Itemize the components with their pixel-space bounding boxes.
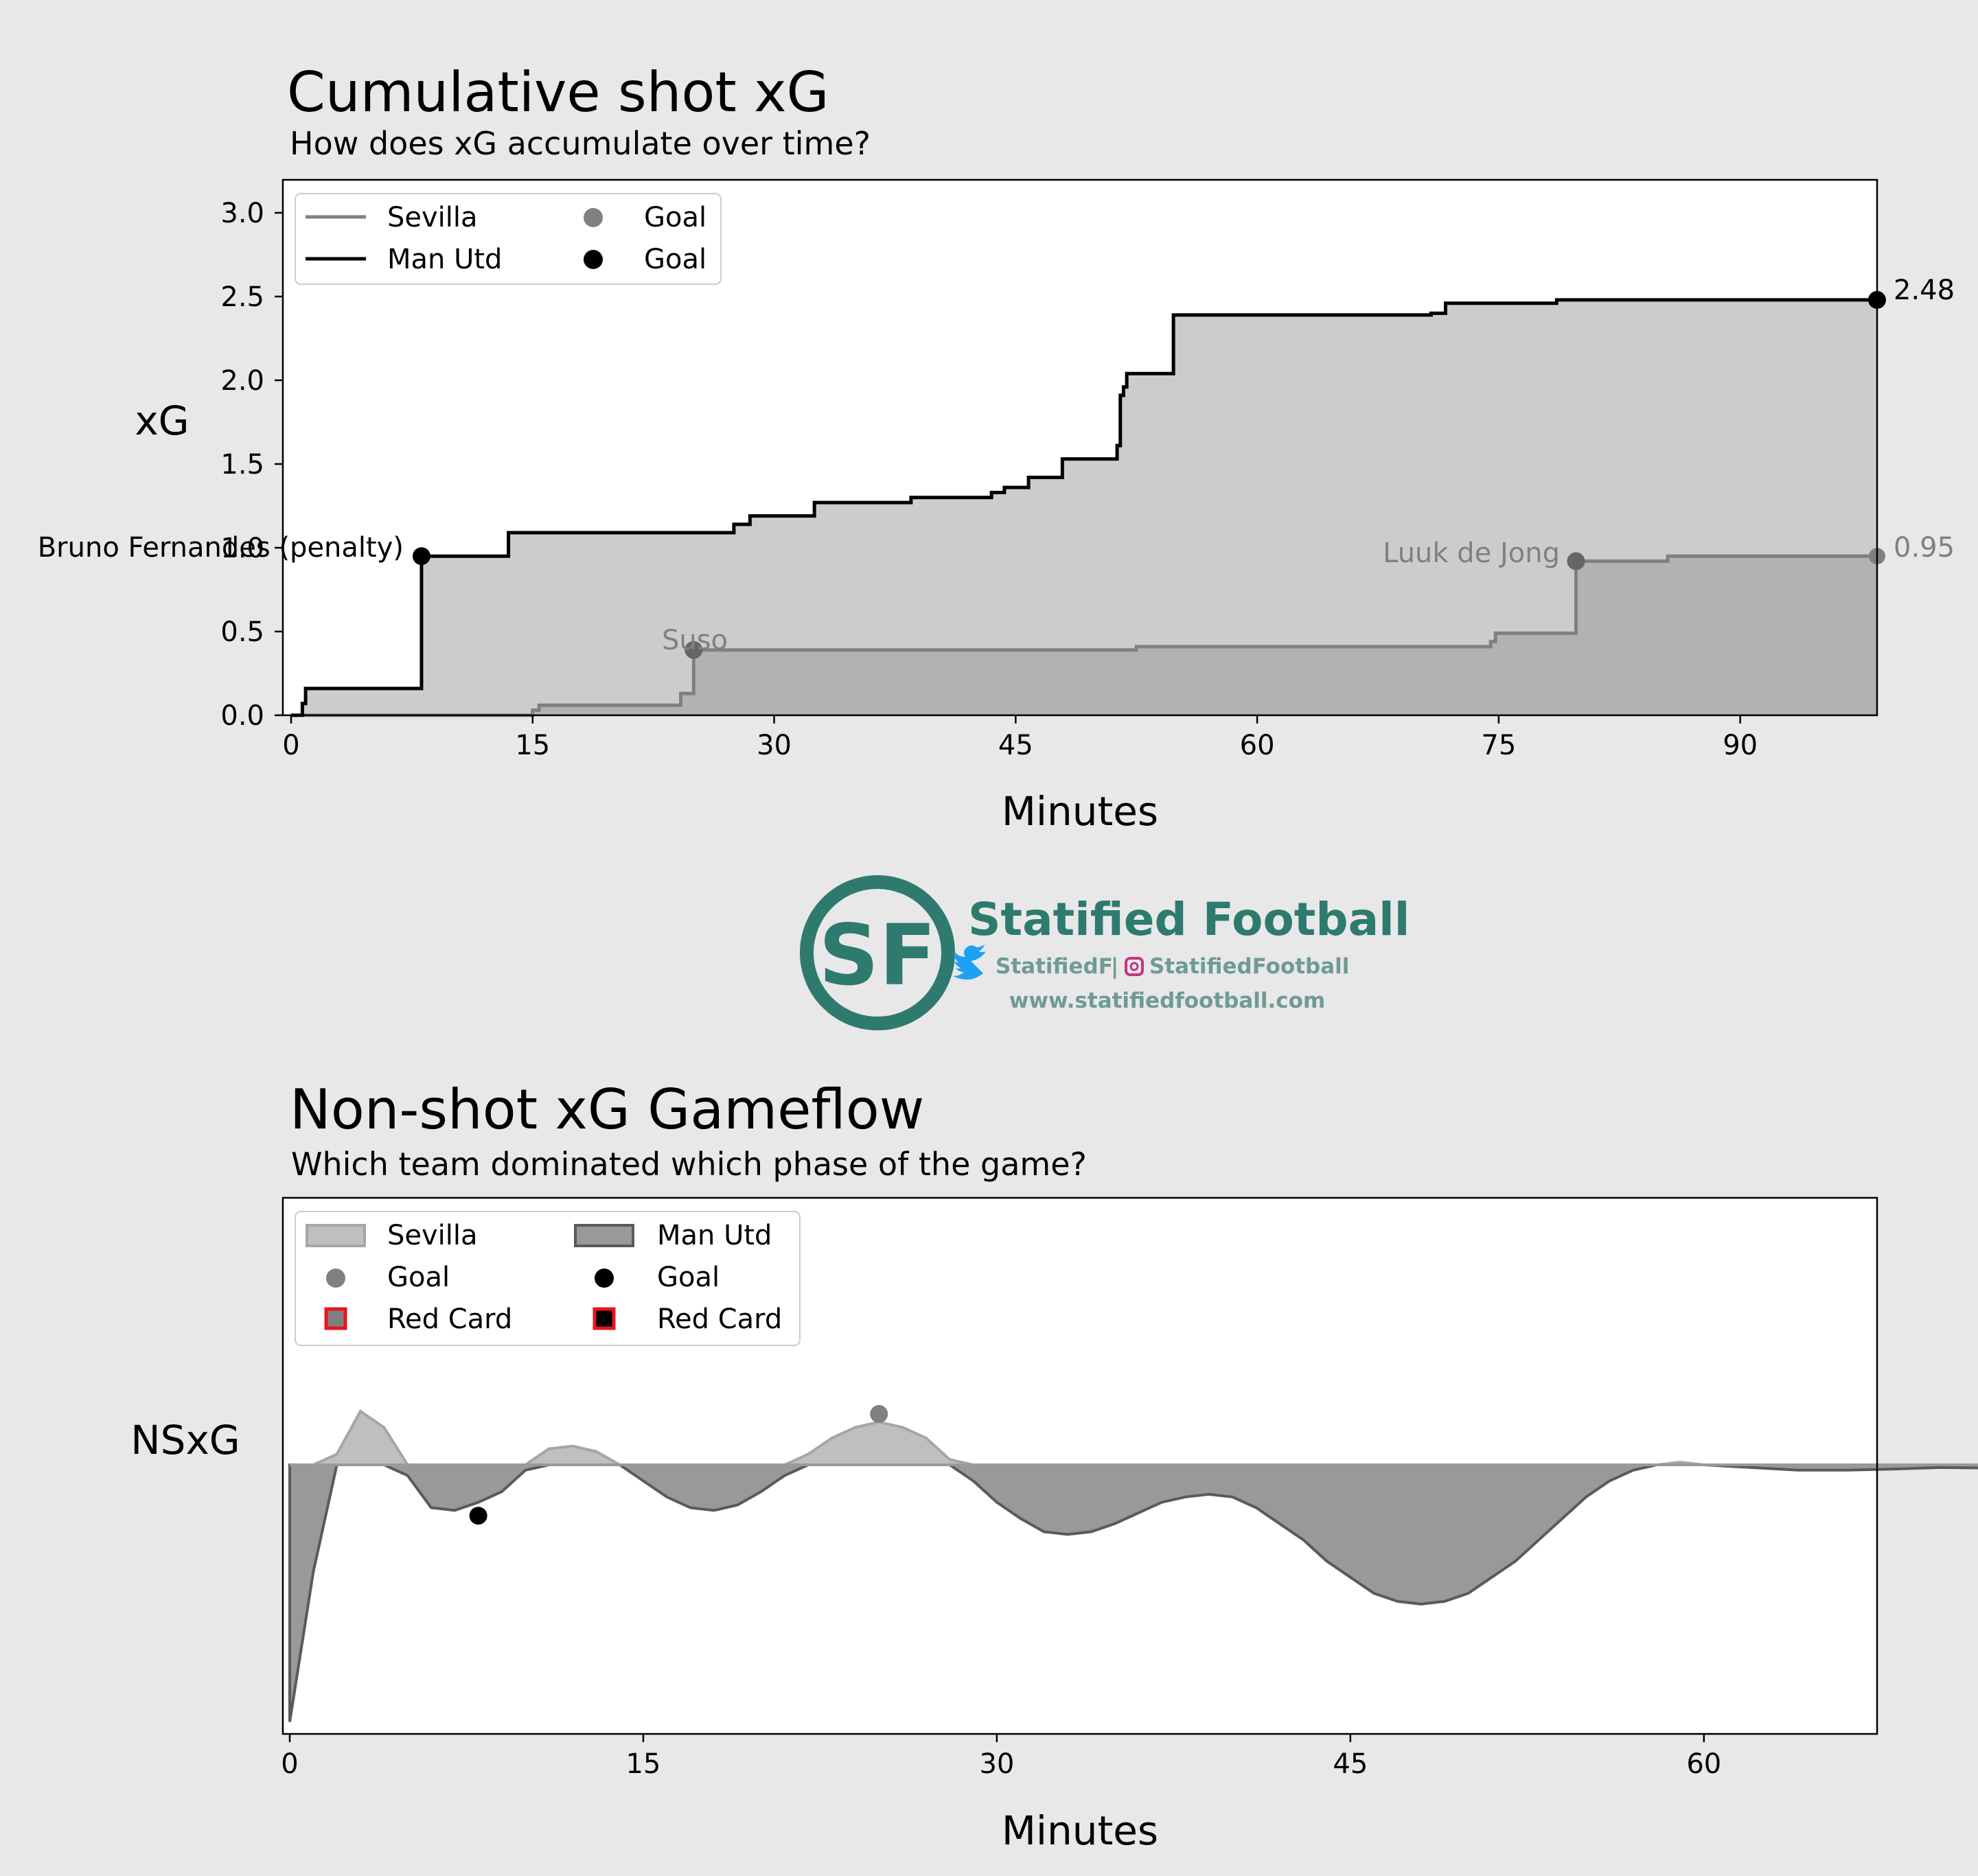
logo-twitter-handle: StatifiedF bbox=[996, 954, 1113, 979]
chart2-xlabel: Minutes bbox=[1002, 1807, 1158, 1854]
chart1-goals bbox=[412, 290, 1886, 659]
gameflow-goal-sevilla-0 bbox=[870, 1404, 888, 1423]
instagram-icon bbox=[1125, 957, 1144, 976]
legend2-label-goal-sevilla: Goal bbox=[387, 1262, 450, 1293]
legend2-label-red-card-sevilla: Red Card bbox=[387, 1304, 512, 1335]
logo-url: www.statifiedfootball.com bbox=[1009, 988, 1326, 1013]
legend-dot-goal-sevilla bbox=[584, 208, 603, 227]
end-value-sevilla: 0.95 bbox=[1894, 532, 1955, 564]
logo-instagram-handle: StatifiedFootball bbox=[1149, 954, 1349, 979]
y-tick-label: 2.5 bbox=[220, 281, 264, 313]
legend-dot-goal-man-utd bbox=[584, 250, 603, 269]
x-tick-label: 60 bbox=[1240, 730, 1275, 761]
gameflow-goal-man-utd-2 bbox=[469, 1507, 487, 1525]
legend2-dot-goal-man-utd bbox=[595, 1269, 614, 1288]
y-tick-label: 3.0 bbox=[220, 198, 264, 229]
twitter-icon bbox=[953, 945, 986, 980]
goal-marker-sevilla-1 bbox=[1567, 552, 1585, 570]
chart1-x-axis: 0 15 30 45 60 75 90 bbox=[282, 715, 1758, 761]
cumulative-xg-chart: Cumulative shot xG How does xG accumulat… bbox=[38, 60, 1955, 835]
chart2-subtitle: Which team dominated which phase of the … bbox=[291, 1146, 1087, 1183]
chart1-legend: Sevilla Man Utd Goal Goal bbox=[295, 193, 722, 285]
chart1-frame bbox=[281, 178, 1878, 717]
chart2-frame bbox=[281, 1196, 1878, 1735]
legend-label-sevilla: Sevilla bbox=[387, 202, 478, 233]
end-value-man-utd: 2.48 bbox=[1894, 275, 1955, 306]
annotation-bruno-fernandes: Bruno Fernandes (penalty) bbox=[38, 532, 404, 564]
x2-tick-label: 45 bbox=[1333, 1748, 1368, 1780]
logo-name: Statified Football bbox=[968, 893, 1410, 946]
goal-marker-man-utd-0 bbox=[412, 547, 430, 566]
x-tick-label: 0 bbox=[282, 730, 299, 761]
annotation-luuk-de-jong: Luuk de Jong bbox=[1383, 537, 1560, 569]
x-tick-label: 90 bbox=[1723, 730, 1758, 761]
x2-tick-label: 60 bbox=[1686, 1748, 1721, 1780]
legend-patch-sevilla bbox=[306, 1224, 366, 1247]
legend-patch-man-utd bbox=[574, 1224, 634, 1247]
logo-ring bbox=[800, 875, 955, 1030]
legend2-red-card-man-utd bbox=[593, 1307, 616, 1330]
goal-marker-sevilla-0 bbox=[685, 640, 703, 659]
gameflow-chart: Non-shot xG Gameflow Which team dominate… bbox=[130, 1078, 1978, 1854]
annotation-suso: Suso bbox=[662, 625, 728, 656]
y-tick-label: 0.0 bbox=[220, 700, 264, 732]
legend-label-man-utd: Man Utd bbox=[387, 244, 502, 275]
x2-tick-label: 30 bbox=[979, 1748, 1014, 1780]
x-tick-label: 15 bbox=[515, 730, 550, 761]
y-tick-label: 1.5 bbox=[220, 449, 264, 480]
chart2-legend: Sevilla Man Utd Goal Goal Red Card Red C… bbox=[295, 1211, 801, 1346]
legend2-red-card-sevilla bbox=[324, 1307, 347, 1330]
chart2-ylabel: NSxG bbox=[130, 1417, 240, 1463]
chart1-ylabel: xG bbox=[135, 397, 189, 444]
legend2-label-sevilla: Sevilla bbox=[387, 1220, 478, 1251]
x-tick-label: 45 bbox=[998, 730, 1033, 761]
legend-label-goal-sevilla: Goal bbox=[644, 202, 706, 233]
x-tick-label: 30 bbox=[757, 730, 792, 761]
chart2-areas bbox=[288, 1409, 1978, 1722]
instagram-icon-lens bbox=[1129, 962, 1139, 971]
legend2-label-red-card-man-utd: Red Card bbox=[657, 1304, 782, 1335]
chart2-goals bbox=[469, 1404, 888, 1525]
y-tick-label: 1.0 bbox=[220, 533, 264, 564]
x2-tick-label: 0 bbox=[281, 1748, 298, 1780]
y-tick-label: 2.0 bbox=[220, 365, 264, 397]
x2-tick-label: 15 bbox=[625, 1748, 660, 1780]
line-sevilla bbox=[291, 554, 1877, 717]
area-man-utd bbox=[291, 299, 1877, 715]
chart1-subtitle: How does xG accumulate over time? bbox=[290, 125, 871, 162]
logo-monogram: SF bbox=[818, 907, 936, 1004]
chart1-fills bbox=[291, 299, 1877, 715]
x-tick-label: 75 bbox=[1481, 730, 1516, 761]
chart2-legend-box bbox=[295, 1211, 801, 1346]
legend2-label-goal-man-utd: Goal bbox=[657, 1262, 720, 1293]
legend2-dot-goal-sevilla bbox=[326, 1269, 345, 1288]
legend2-label-man-utd: Man Utd bbox=[657, 1220, 772, 1251]
chart1-title: Cumulative shot xG bbox=[287, 60, 829, 124]
line-man-utd bbox=[291, 298, 1877, 717]
chart1-lines bbox=[291, 298, 1877, 717]
chart1-legend-box bbox=[295, 193, 722, 285]
logo-separator: | bbox=[1111, 954, 1118, 979]
y-tick-label: 0.5 bbox=[220, 616, 264, 648]
legend-label-goal-man-utd: Goal bbox=[644, 244, 706, 275]
statified-football-logo: SF Statified Football StatifiedF | Stati… bbox=[800, 875, 1410, 1030]
chart1-xlabel: Minutes bbox=[1002, 788, 1158, 835]
chart2-title: Non-shot xG Gameflow bbox=[290, 1078, 924, 1142]
chart1-y-axis: 0.0 0.5 1.0 1.5 2.0 2.5 3.0 bbox=[220, 198, 283, 732]
area-sevilla bbox=[291, 556, 1877, 715]
